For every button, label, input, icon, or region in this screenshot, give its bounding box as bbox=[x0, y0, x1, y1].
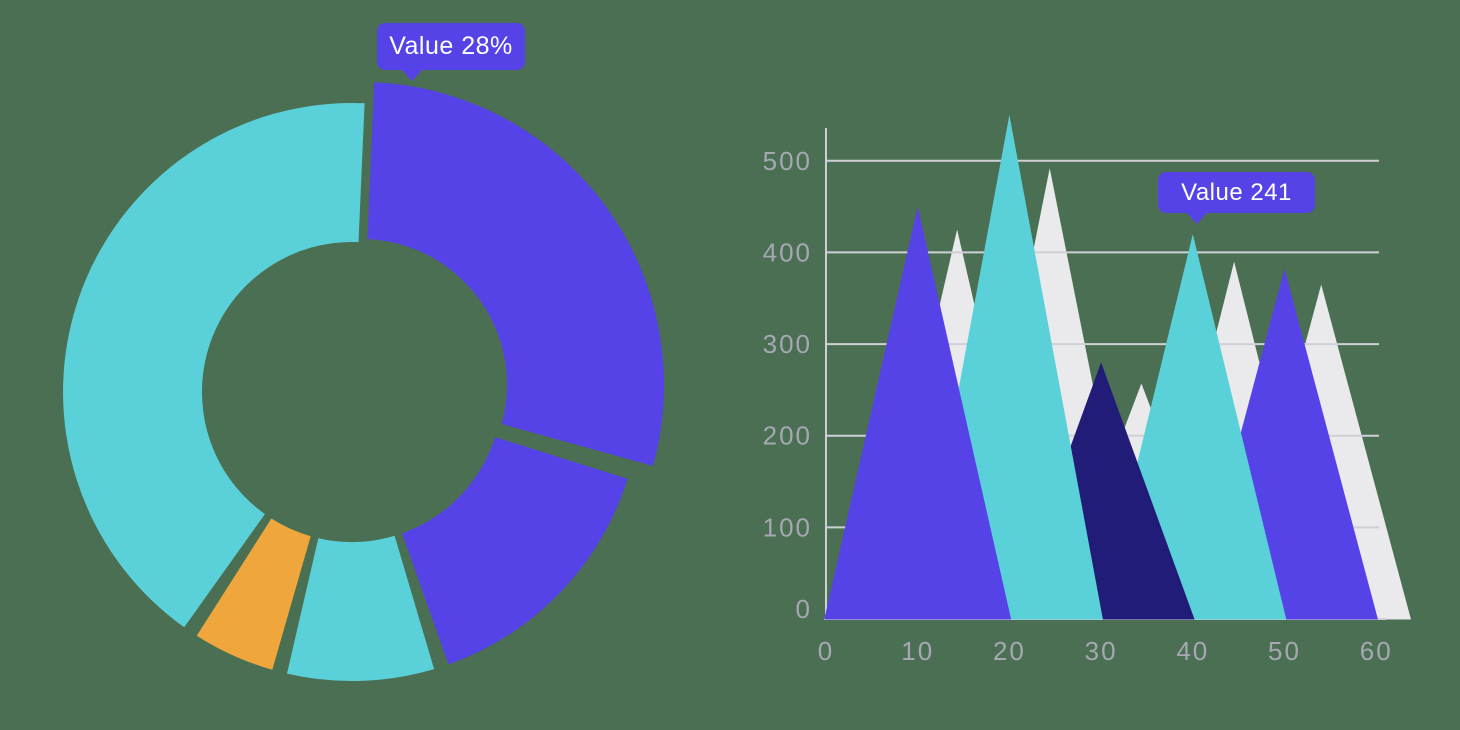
peak-triangle-x10[interactable] bbox=[824, 206, 1012, 620]
peak-chart: 0 100 200 300 400 500 0 10 20 30 40 50 60 bbox=[763, 114, 1411, 666]
x-tick-label-10: 10 bbox=[901, 636, 934, 666]
donut-slice-3[interactable] bbox=[287, 535, 435, 682]
y-tick-label-300: 300 bbox=[763, 329, 812, 359]
y-tick-label-200: 200 bbox=[763, 421, 812, 451]
y-tick-label-500: 500 bbox=[763, 146, 812, 176]
donut-tooltip-pointer-icon bbox=[401, 69, 423, 81]
peak-tooltip: Value 241 bbox=[1158, 172, 1315, 224]
x-tick-label-60: 60 bbox=[1360, 636, 1393, 666]
y-tick-label-100: 100 bbox=[763, 512, 812, 542]
y-tick-label-400: 400 bbox=[763, 237, 812, 267]
x-tick-label-30: 30 bbox=[1085, 636, 1118, 666]
peak-tooltip-label: Value 241 bbox=[1181, 178, 1292, 206]
peak-series-layer bbox=[824, 114, 1378, 620]
x-tick-label-50: 50 bbox=[1268, 636, 1301, 666]
donut-tooltip: Value 28% bbox=[377, 23, 525, 81]
y-tick-label-0: 0 bbox=[796, 594, 812, 624]
donut-tooltip-label: Value 28% bbox=[389, 32, 513, 60]
x-tick-label-20: 20 bbox=[993, 636, 1026, 666]
donut-slice-1[interactable] bbox=[367, 82, 665, 467]
donut-chart bbox=[63, 82, 665, 682]
x-tick-label-0: 0 bbox=[818, 636, 834, 666]
donut-slice-2[interactable] bbox=[402, 437, 628, 665]
peak-tooltip-pointer-icon bbox=[1186, 212, 1208, 224]
donut-slice-4[interactable] bbox=[196, 518, 311, 670]
x-tick-label-40: 40 bbox=[1176, 636, 1209, 666]
donut-slice-5[interactable] bbox=[63, 103, 365, 628]
